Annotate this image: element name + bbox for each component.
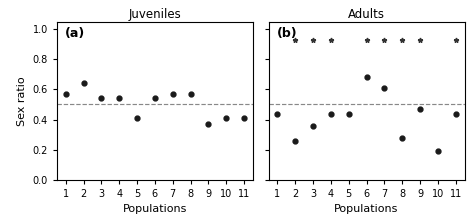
X-axis label: Populations: Populations [123, 204, 187, 214]
X-axis label: Populations: Populations [334, 204, 399, 214]
Text: (a): (a) [65, 27, 85, 40]
Text: (b): (b) [276, 27, 297, 40]
Y-axis label: Sex ratio: Sex ratio [17, 76, 27, 125]
Title: Juveniles: Juveniles [128, 8, 181, 21]
Title: Adults: Adults [348, 8, 385, 21]
